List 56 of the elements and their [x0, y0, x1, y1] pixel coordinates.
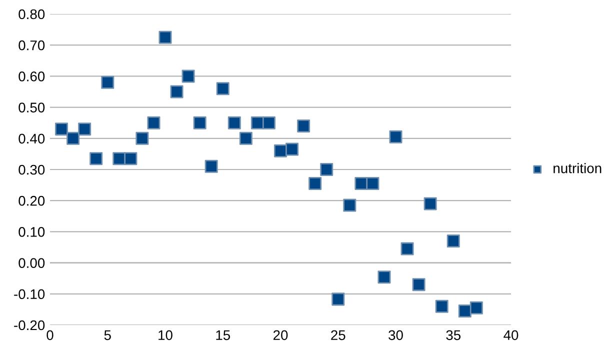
point — [424, 197, 437, 210]
point — [378, 270, 391, 284]
point — [112, 152, 126, 166]
point — [389, 130, 402, 144]
point — [90, 152, 103, 166]
point — [320, 162, 334, 176]
point — [193, 116, 206, 130]
point — [332, 292, 345, 306]
x-tick-label: 25 — [331, 330, 346, 340]
y-tick-label: 0.50 — [18, 102, 45, 112]
point — [124, 152, 138, 166]
point — [216, 82, 230, 96]
point — [147, 116, 160, 130]
point — [136, 132, 149, 145]
point — [286, 142, 299, 156]
x-tick-label: 30 — [388, 330, 403, 340]
x-tick-label: 35 — [446, 330, 461, 340]
point — [412, 278, 426, 292]
point — [170, 85, 184, 98]
point — [297, 119, 310, 132]
y-tick-label: 0.40 — [18, 134, 45, 144]
point — [274, 144, 288, 158]
x-tick-label: 40 — [504, 330, 518, 340]
x-tick-label: 5 — [104, 330, 111, 340]
point — [366, 176, 380, 190]
point — [458, 304, 472, 318]
point — [66, 132, 80, 145]
point — [239, 132, 252, 145]
x-tick-label: 15 — [216, 330, 230, 340]
point — [228, 116, 241, 130]
point — [78, 122, 92, 136]
point — [308, 176, 322, 190]
y-tick-label: 0.00 — [18, 258, 45, 268]
y-tick-label: 0.80 — [18, 9, 45, 20]
x-tick-label: 10 — [158, 330, 172, 340]
point — [182, 70, 195, 83]
x-tick-label: 20 — [273, 330, 288, 340]
y-tick-label: -0.10 — [14, 289, 45, 300]
y-tick-label: 0.70 — [18, 40, 45, 50]
y-tick-label: 0.10 — [18, 227, 45, 237]
point — [435, 300, 448, 313]
point — [158, 30, 172, 44]
legend-label: nutrition — [554, 163, 602, 174]
y-tick-label: -0.20 — [14, 320, 45, 330]
point — [400, 242, 414, 256]
point — [262, 116, 276, 130]
point — [446, 234, 460, 248]
point — [204, 160, 218, 173]
point — [470, 301, 483, 314]
y-tick-label: 0.20 — [18, 196, 45, 206]
point — [343, 198, 356, 212]
y-tick-label: 0.60 — [18, 72, 45, 82]
point — [55, 122, 68, 136]
x-tick-label: 0 — [46, 330, 54, 340]
point — [101, 76, 114, 89]
y-tick-label: 0.30 — [18, 164, 45, 175]
